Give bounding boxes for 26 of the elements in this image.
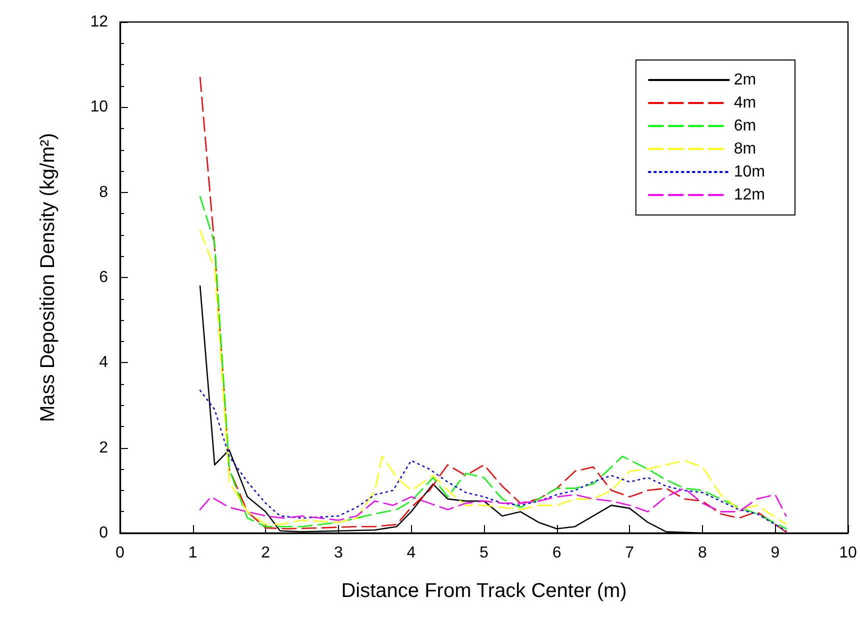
x-tick-label: 4 xyxy=(406,544,416,562)
x-tick-label: 9 xyxy=(770,544,780,562)
legend-label: 6m xyxy=(734,118,756,134)
legend-label: 10m xyxy=(734,164,765,180)
y-axis-title: Mass Deposition Density (kg/m²) xyxy=(37,133,59,422)
x-tick-label: 10 xyxy=(839,544,857,562)
x-tick-label: 3 xyxy=(334,544,343,562)
legend-label: 12m xyxy=(734,186,765,204)
legend-label: 4m xyxy=(734,94,756,112)
x-tick-label: 0 xyxy=(116,544,125,562)
x-tick-label: 7 xyxy=(625,544,634,562)
y-tick-label: 2 xyxy=(99,439,108,456)
y-tick-label: 0 xyxy=(99,524,108,542)
y-tick-label: 6 xyxy=(99,269,108,286)
legend-label: 8m xyxy=(734,140,756,158)
x-tick-label: 8 xyxy=(698,544,707,562)
y-tick-label: 4 xyxy=(99,354,108,372)
y-tick-label: 12 xyxy=(90,14,108,30)
legend-label: 2m xyxy=(734,72,756,88)
x-tick-label: 1 xyxy=(188,544,198,562)
x-tick-label: 5 xyxy=(480,544,489,562)
x-axis-title: Distance From Track Center (m) xyxy=(341,580,627,602)
y-tick-label: 8 xyxy=(99,184,108,201)
y-tick-label: 10 xyxy=(90,98,108,116)
x-tick-label: 6 xyxy=(552,544,562,562)
x-tick-label: 2 xyxy=(261,544,270,562)
